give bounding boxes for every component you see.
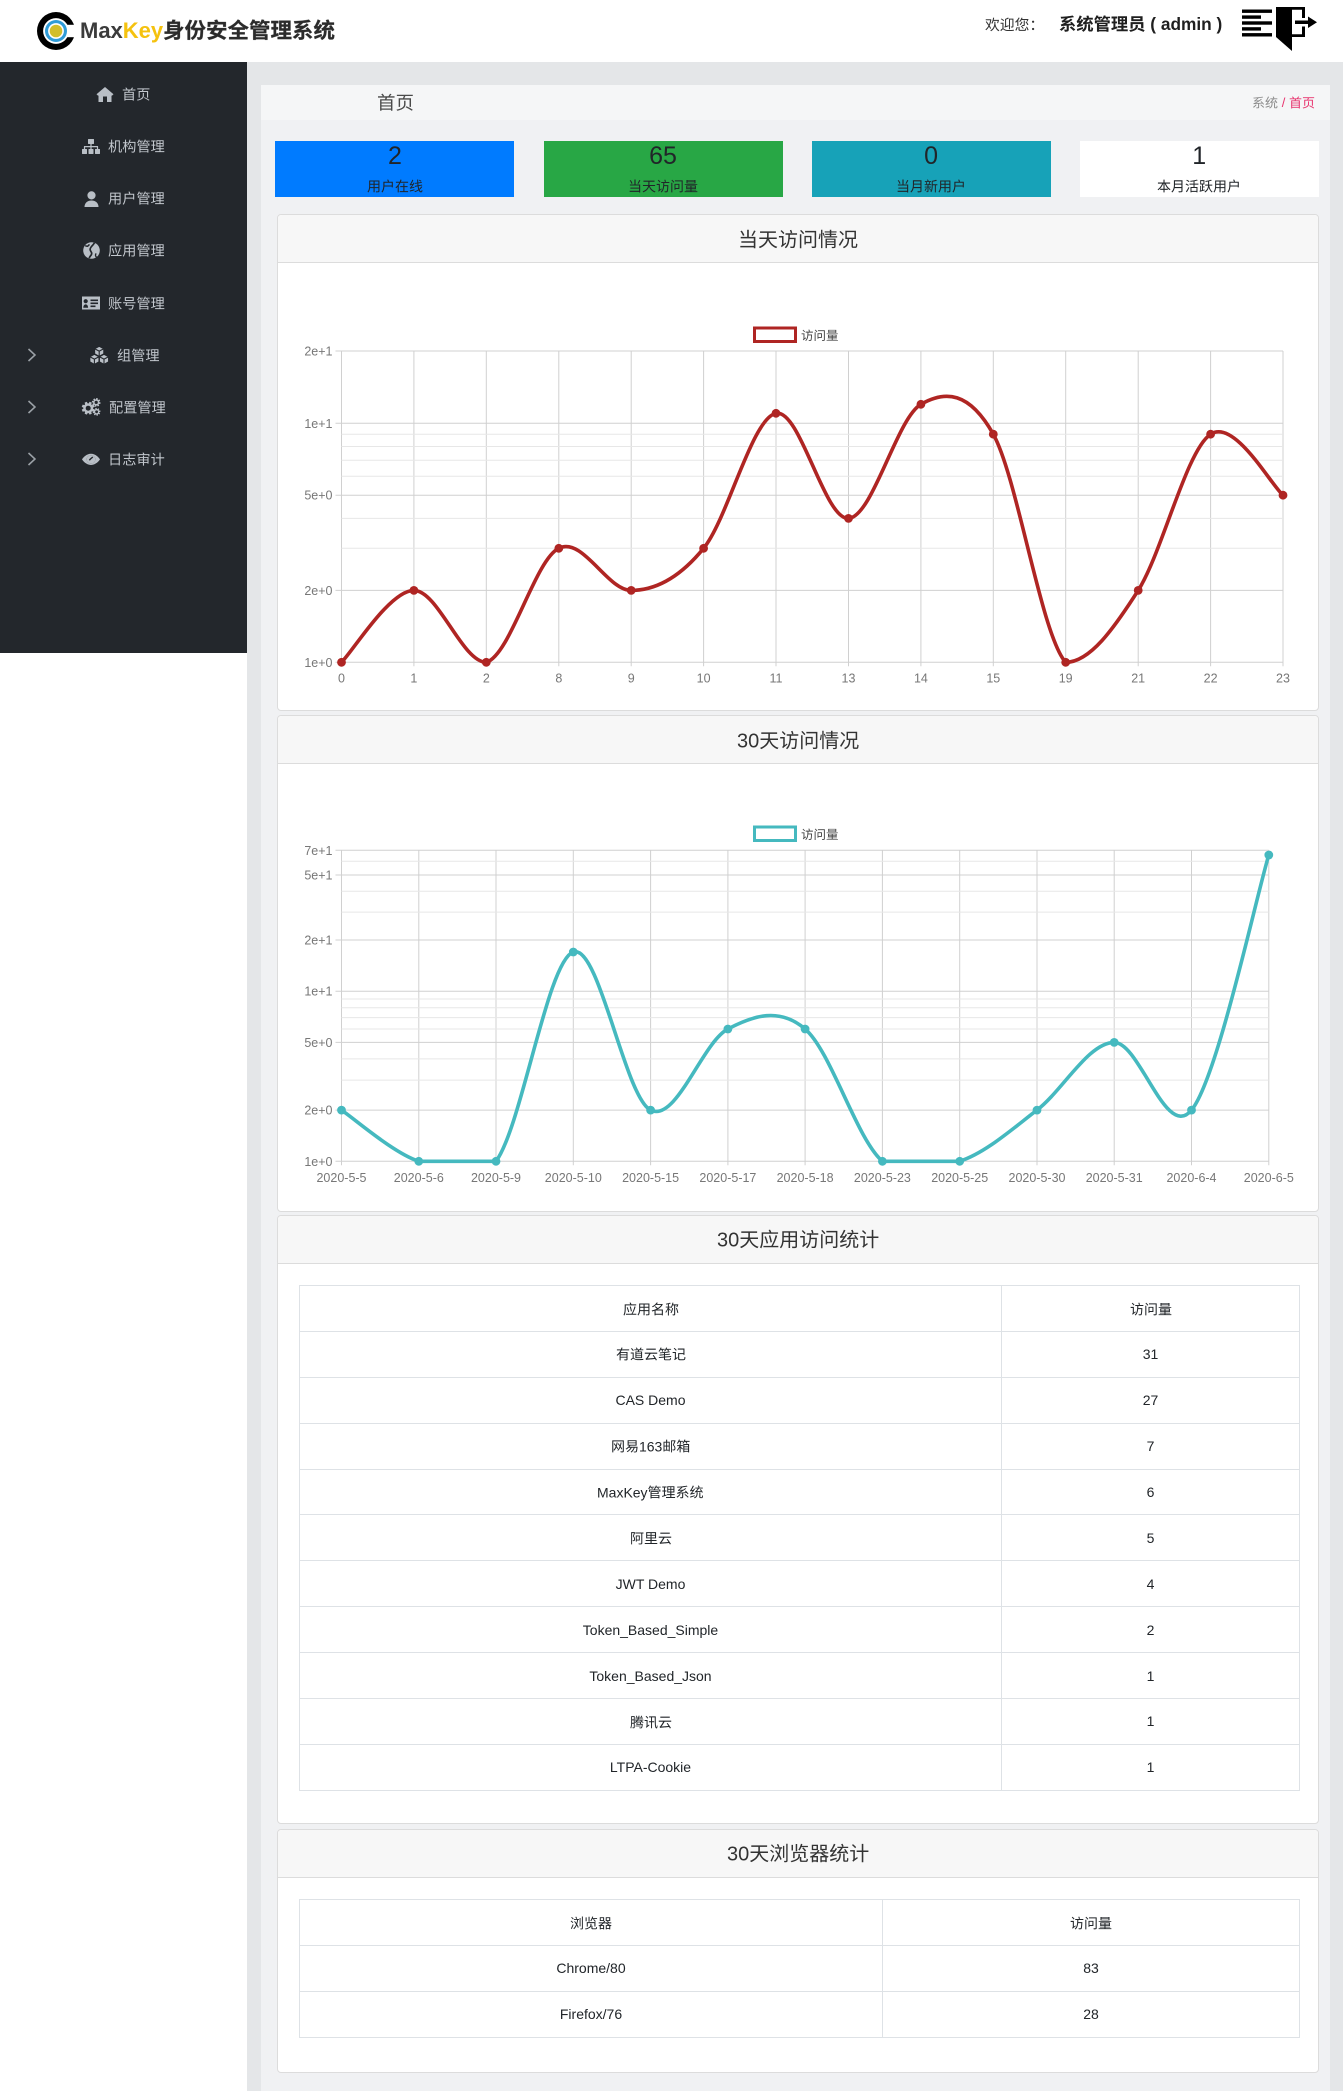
svg-text:11: 11 — [770, 672, 783, 686]
svg-text:13: 13 — [842, 672, 856, 686]
svg-text:5e+1: 5e+1 — [304, 869, 332, 883]
svg-text:8: 8 — [555, 672, 562, 686]
svg-text:163: 163 — [639, 1439, 663, 1454]
svg-text:( admin ): ( admin ) — [1145, 15, 1222, 34]
svg-text:2020-5-5: 2020-5-5 — [316, 1171, 366, 1185]
svg-text:23: 23 — [1276, 672, 1290, 686]
svg-text:15: 15 — [986, 672, 1000, 686]
svg-text:5e+0: 5e+0 — [304, 1036, 332, 1050]
svg-text:2020-5-30: 2020-5-30 — [1009, 1171, 1066, 1185]
svg-text:2020-6-5: 2020-6-5 — [1244, 1171, 1294, 1185]
svg-text:2e+1: 2e+1 — [304, 345, 332, 359]
svg-text:2e+0: 2e+0 — [304, 584, 332, 598]
svg-text:2e+1: 2e+1 — [304, 934, 332, 948]
svg-text:30: 30 — [717, 1230, 739, 1251]
svg-text:0: 0 — [338, 672, 345, 686]
svg-text:1e+0: 1e+0 — [304, 1155, 332, 1169]
svg-text:14: 14 — [914, 672, 928, 686]
svg-text:5e+0: 5e+0 — [304, 489, 332, 503]
svg-text:2020-5-31: 2020-5-31 — [1086, 1171, 1143, 1185]
svg-text:2: 2 — [483, 672, 490, 686]
svg-text:2020-5-25: 2020-5-25 — [931, 1171, 988, 1185]
svg-text:7e+1: 7e+1 — [304, 844, 332, 858]
svg-text:2020-5-6: 2020-5-6 — [394, 1171, 444, 1185]
svg-text:22: 22 — [1204, 672, 1218, 686]
svg-text:2020-5-17: 2020-5-17 — [699, 1171, 756, 1185]
svg-text:2e+0: 2e+0 — [304, 1104, 332, 1118]
svg-text:1e+1: 1e+1 — [304, 417, 332, 431]
svg-text:19: 19 — [1059, 672, 1073, 686]
svg-text:1: 1 — [410, 672, 417, 686]
svg-text:1e+1: 1e+1 — [304, 985, 332, 999]
svg-text:2020-5-23: 2020-5-23 — [854, 1171, 911, 1185]
svg-text:30: 30 — [737, 731, 759, 752]
svg-text:2020-5-10: 2020-5-10 — [545, 1171, 602, 1185]
svg-text:1e+0: 1e+0 — [304, 656, 332, 670]
svg-text:2020-5-18: 2020-5-18 — [777, 1171, 834, 1185]
svg-text:30: 30 — [727, 1844, 749, 1865]
svg-text:2020-5-15: 2020-5-15 — [622, 1171, 679, 1185]
svg-text:MaxKey: MaxKey — [597, 1485, 648, 1500]
svg-text:9: 9 — [628, 672, 635, 686]
svg-text:10: 10 — [697, 672, 711, 686]
svg-text:21: 21 — [1131, 672, 1145, 686]
svg-text:2020-6-4: 2020-6-4 — [1166, 1171, 1216, 1185]
svg-text:2020-5-9: 2020-5-9 — [471, 1171, 521, 1185]
